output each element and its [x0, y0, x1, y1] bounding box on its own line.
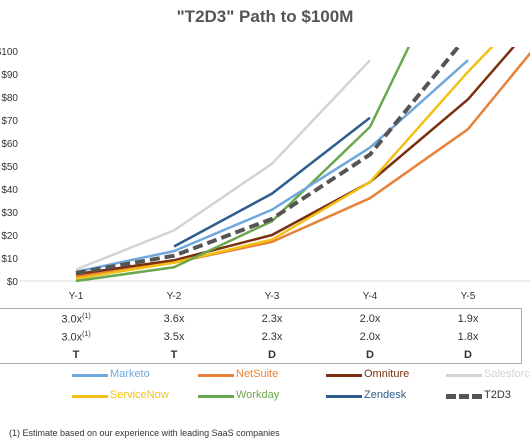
- series-line-marketo: [75, 59, 469, 274]
- metric-value: D: [268, 349, 276, 361]
- legend-swatch: [198, 395, 234, 398]
- legend-swatch: [446, 374, 482, 377]
- series-line-servicenow: [75, 47, 494, 280]
- metric-value: T: [170, 349, 178, 361]
- series-line-netsuite: [75, 51, 530, 278]
- metric-value: 1.9x: [457, 313, 479, 325]
- y-tick-label: $80: [1, 93, 18, 104]
- legend-label: Salesforce: [484, 368, 530, 380]
- x-tick-label: Y-2: [167, 291, 182, 302]
- legend-swatch: [198, 374, 234, 377]
- legend-label: T2D3: [484, 389, 511, 401]
- growth-rating-cell: T: [144, 349, 204, 361]
- footnote-marker: (1): [82, 331, 91, 338]
- metric-value: 2.3x: [261, 331, 283, 343]
- y-tick-label: $40: [1, 185, 18, 196]
- metric-value: 2.3x: [261, 313, 283, 325]
- growth-multiple-cell: 2.3x: [242, 331, 302, 343]
- x-tick-label: Y-1: [69, 291, 84, 302]
- growth-multiples-table: 3.0x(1) 3.6x 2.3x 2.0x 1.9x 3.0x(1) 3.5x 2.3x 2.…: [0, 308, 522, 364]
- series-line-zendesk: [173, 116, 371, 248]
- growth-rating-cell: T: [46, 349, 106, 361]
- metric-value: 3.6x: [163, 313, 185, 325]
- metric-value: 2.0x: [359, 331, 381, 343]
- x-axis: Y-1 Y-2 Y-3 Y-4 Y-5: [20, 280, 530, 302]
- series-line-t2d3: [75, 47, 461, 275]
- y-tick-label: $10: [1, 254, 18, 265]
- chart-title: "T2D3" Path to $100M: [176, 7, 354, 26]
- growth-multiple-cell: 2.3x: [242, 313, 302, 325]
- growth-multiple-cell: 3.0x(1): [46, 331, 106, 344]
- legend-swatch: [326, 374, 362, 377]
- legend-swatch: [72, 374, 108, 377]
- chart-legend: Marketo NetSuite Omniture Salesforce Service…: [0, 366, 530, 406]
- y-tick-label: $70: [1, 116, 18, 127]
- metric-value: 3.0x: [61, 331, 83, 344]
- metric-value: D: [464, 349, 472, 361]
- line-chart: $0 $10 $20 $30 $40 $50 $60 $70 $80 $90 $100 Y-1 Y-2…: [0, 47, 530, 302]
- legend-swatch: [72, 395, 108, 398]
- legend-swatch: [446, 394, 482, 399]
- legend-label: Omniture: [364, 368, 410, 380]
- y-tick-label: $30: [1, 208, 18, 219]
- x-tick-label: Y-4: [363, 291, 378, 302]
- growth-multiple-cell: 2.0x: [340, 331, 400, 343]
- plot-area: [75, 47, 530, 283]
- metric-value: 1.8x: [457, 331, 479, 343]
- x-tick-label: Y-5: [461, 291, 476, 302]
- growth-multiple-cell: 1.9x: [438, 313, 498, 325]
- legend-label: ServiceNow: [110, 389, 169, 401]
- legend-label: NetSuite: [236, 368, 279, 380]
- series-line-workday: [75, 47, 411, 283]
- legend-label: Marketo: [110, 368, 150, 380]
- metric-value: 2.0x: [359, 313, 381, 325]
- growth-rating-cell: D: [340, 349, 400, 361]
- footnote-marker: (1): [82, 313, 91, 320]
- growth-multiple-cell: 1.8x: [438, 331, 498, 343]
- growth-multiple-cell: 3.0x(1): [46, 313, 106, 326]
- footnote: (1) Estimate based on our experience wit…: [9, 428, 280, 438]
- y-tick-label: $0: [7, 277, 19, 288]
- y-axis: $0 $10 $20 $30 $40 $50 $60 $70 $80 $90 $100: [0, 47, 18, 288]
- y-tick-label: $50: [1, 162, 18, 173]
- series-line-omniture: [75, 47, 516, 276]
- y-tick-label: $20: [1, 231, 18, 242]
- y-tick-label: $90: [1, 70, 18, 81]
- metric-value: T: [72, 349, 80, 361]
- growth-rating-cell: D: [438, 349, 498, 361]
- metric-value: 3.5x: [163, 331, 185, 343]
- growth-multiple-cell: 2.0x: [340, 313, 400, 325]
- growth-rating-cell: D: [242, 349, 302, 361]
- metric-value: 3.0x: [61, 313, 83, 326]
- series-line-salesforce: [75, 59, 371, 271]
- legend-swatch: [326, 395, 362, 398]
- legend-label: Zendesk: [364, 389, 407, 401]
- growth-multiple-cell: 3.6x: [144, 313, 204, 325]
- y-tick-label: $60: [1, 139, 18, 150]
- metric-value: D: [366, 349, 374, 361]
- legend-label: Workday: [236, 389, 280, 401]
- growth-multiple-cell: 3.5x: [144, 331, 204, 343]
- y-tick-label: $100: [0, 47, 18, 58]
- x-tick-label: Y-3: [265, 291, 280, 302]
